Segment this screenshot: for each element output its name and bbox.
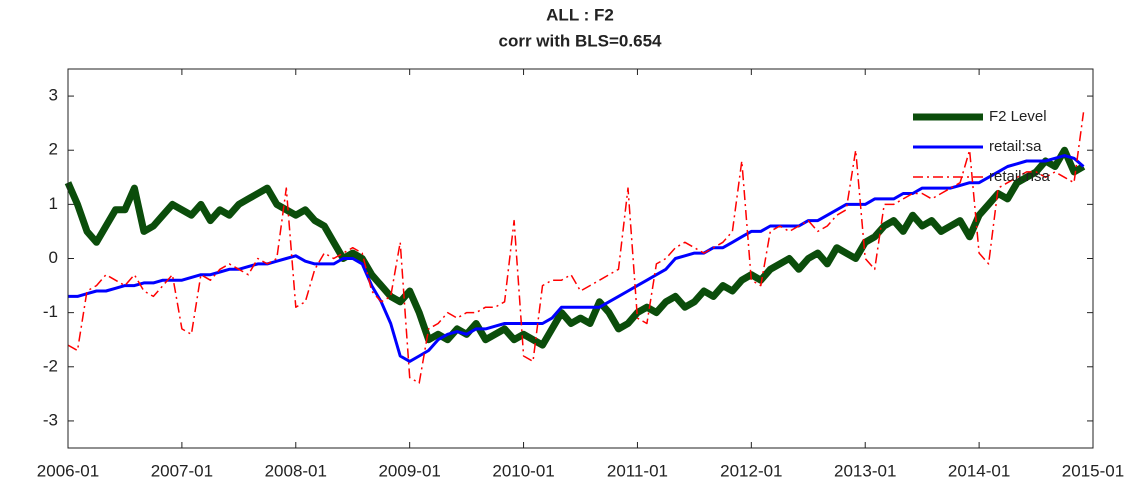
x-tick-label: 2010-01 [492,461,554,480]
chart-title: ALL : F2 [546,5,614,24]
x-tick-label: 2007-01 [151,461,213,480]
y-tick-label: 3 [49,86,58,105]
x-tick-label: 2013-01 [834,461,896,480]
legend-label: retail:nsa [989,168,1051,185]
x-tick-label: 2006-01 [37,461,99,480]
series-line [67,112,1085,384]
chart-subtitle: corr with BLS=0.654 [499,31,663,50]
y-tick-label: 2 [49,140,58,159]
y-tick-label: 1 [49,194,58,213]
x-tick-label: 2012-01 [720,461,782,480]
y-tick-label: -3 [43,410,58,429]
y-tick-label: -1 [43,302,58,321]
x-tick-label: 2011-01 [607,461,668,480]
legend-label: F2 Level [989,108,1047,125]
x-tick-label: 2015-01 [1062,461,1124,480]
x-tick-label: 2009-01 [378,461,440,480]
y-tick-label: 0 [49,248,58,267]
legend-label: retail:sa [989,138,1042,155]
y-tick-label: -2 [43,356,58,375]
series-line [68,154,1085,363]
x-tick-label: 2008-01 [265,461,327,480]
plot-frame [67,68,1094,449]
x-tick-label: 2014-01 [948,461,1010,480]
series-line [64,146,1086,349]
